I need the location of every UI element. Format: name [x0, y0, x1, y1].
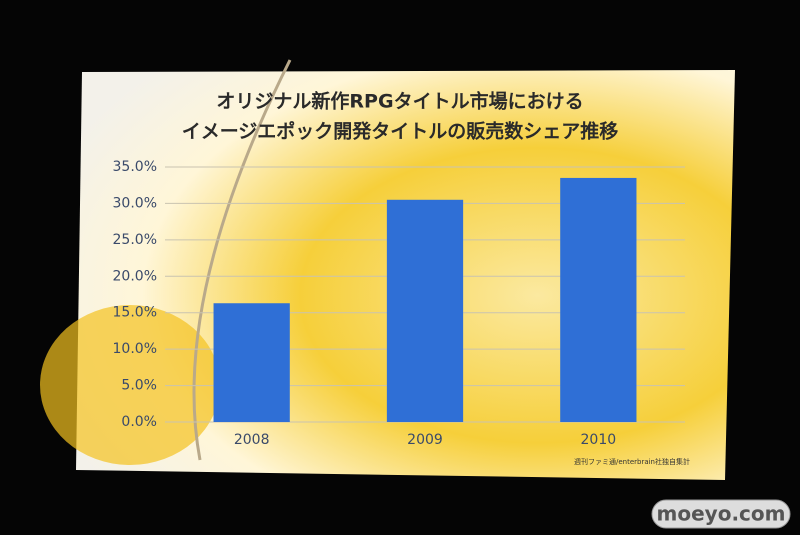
- y-tick-label: 10.0%: [113, 341, 157, 357]
- x-tick-label: 2010: [581, 432, 617, 448]
- decor: [40, 305, 220, 465]
- watermark-badge: [651, 499, 791, 529]
- y-tick-label: 30.0%: [113, 195, 157, 211]
- y-tick-label: 5.0%: [121, 378, 157, 394]
- y-tick-label: 20.0%: [113, 268, 157, 284]
- title-line: オリジナル新作RPGタイトル市場における: [216, 90, 583, 113]
- title-line: イメージエポック開発タイトルの販売数シェア推移: [182, 120, 619, 143]
- x-tick-label: 2008: [234, 432, 270, 448]
- y-tick-label: 0.0%: [121, 414, 157, 430]
- y-tick-label: 35.0%: [113, 159, 157, 175]
- y-tick-label: 15.0%: [113, 305, 157, 321]
- decor: [192, 59, 292, 461]
- bar: [213, 303, 290, 422]
- bar: [560, 177, 637, 422]
- watermark: moeyo.com: [657, 502, 786, 526]
- x-tick-label: 2009: [407, 432, 443, 448]
- bar: [386, 199, 464, 422]
- source-note: 週刊ファミ通/enterbrain社独自集計: [574, 457, 690, 466]
- y-tick-label: 25.0%: [113, 232, 157, 248]
